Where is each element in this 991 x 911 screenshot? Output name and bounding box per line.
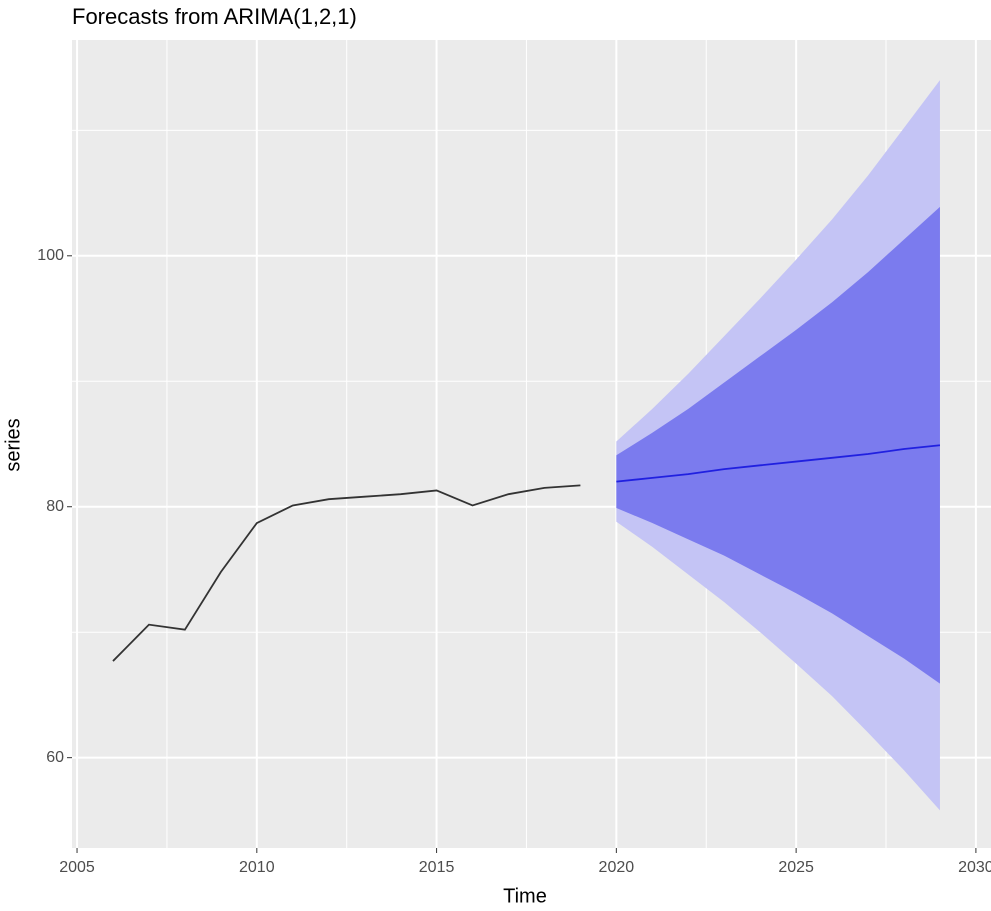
y-tick-label: 60 [46, 749, 64, 766]
x-tick-label: 2015 [419, 859, 455, 876]
x-axis-label: Time [503, 885, 547, 907]
x-tick-label: 2010 [239, 859, 275, 876]
x-tick-label: 2025 [778, 859, 814, 876]
series-line [112, 484, 581, 662]
chart-title: Forecasts from ARIMA(1,2,1) [72, 4, 357, 29]
prediction-interval [616, 206, 940, 684]
x-tick-label: 2020 [599, 859, 635, 876]
y-tick-label: 100 [37, 247, 64, 264]
y-tick-label: 80 [46, 498, 64, 515]
series-line [616, 444, 941, 483]
x-tick-label: 2005 [59, 859, 95, 876]
y-axis-label: series [2, 418, 24, 471]
x-tick-label: 2030 [958, 859, 991, 876]
